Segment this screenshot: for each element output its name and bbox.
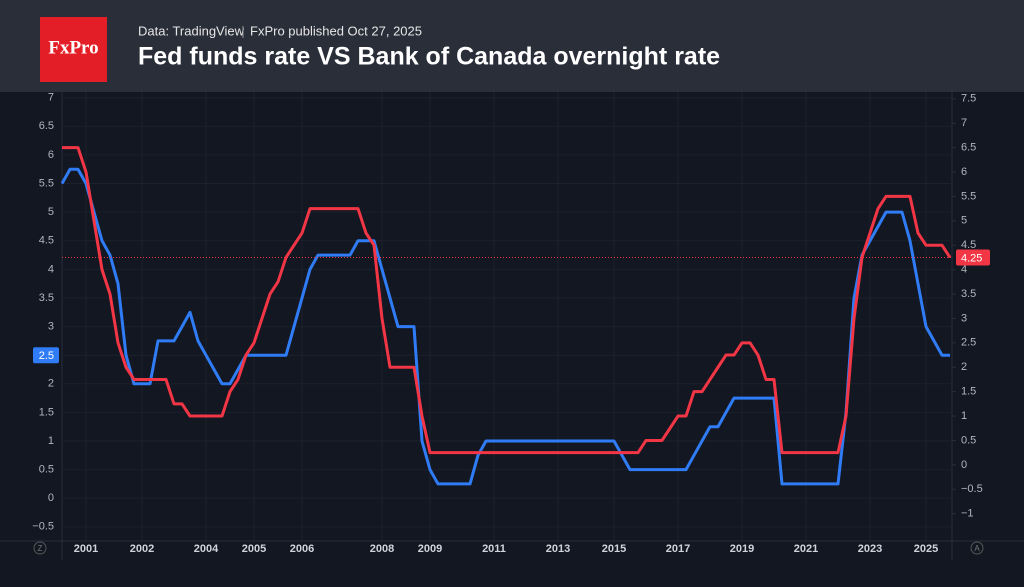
y-tick-label: 1	[48, 435, 54, 447]
x-tick-label: 2025	[914, 543, 938, 555]
control-button[interactable]	[33, 541, 47, 555]
y2-tick-label: 6	[961, 166, 967, 178]
y-tick-label: 4.5	[39, 235, 54, 247]
x-tick-label: 2013	[546, 543, 570, 555]
x-tick-label: 2021	[794, 543, 818, 555]
x-tick-label: 2004	[194, 543, 219, 555]
y-tick-label: 7	[48, 92, 54, 104]
x-tick-label: 2017	[666, 543, 690, 555]
y-tick-label: 5	[48, 206, 54, 218]
y2-tick-label: 4.5	[961, 239, 976, 251]
logo-box	[40, 17, 107, 82]
last-value-box	[33, 347, 59, 364]
last-value-box	[956, 249, 990, 266]
y2-tick-label: −1	[961, 508, 974, 520]
control-label[interactable]: Z	[38, 544, 43, 553]
y2-tick-label: 6.5	[961, 142, 976, 154]
y-tick-label: 3.5	[39, 292, 54, 304]
x-tick-label: 2002	[130, 543, 154, 555]
y2-tick-label: 2	[961, 361, 967, 373]
y-tick-label: 1.5	[39, 406, 54, 418]
x-tick-label: 2005	[242, 543, 266, 555]
last-value-label: 4.25	[961, 252, 982, 264]
subtitle: FxPro published Oct 27, 2025	[250, 23, 422, 38]
series-line	[60, 167, 950, 486]
y2-tick-label: 2.5	[961, 337, 976, 349]
y-tick-label: 3	[48, 320, 54, 332]
y2-tick-label: 5.5	[961, 190, 976, 202]
y2-tick-label: 4	[961, 264, 967, 276]
source: Data: TradingView	[138, 23, 245, 38]
chart-title: Fed funds rate VS Bank of Canada overnig…	[138, 43, 720, 71]
x-tick-label: 2023	[858, 543, 882, 555]
y-tick-label: 5.5	[39, 177, 54, 189]
y2-tick-label: 7	[961, 117, 967, 129]
control-label[interactable]: A	[974, 544, 980, 553]
last-value-label: 2.5	[39, 350, 54, 362]
x-tick-label: 2001	[74, 543, 98, 555]
y2-tick-label: 7.5	[961, 93, 976, 105]
y-tick-label: 6	[48, 149, 54, 161]
x-tick-label: 2011	[482, 543, 506, 555]
x-tick-label: 2008	[370, 543, 394, 555]
x-tick-label: 2006	[290, 543, 314, 555]
x-tick-label: 2019	[730, 543, 754, 555]
control-button[interactable]	[970, 541, 984, 555]
y-tick-label: 0	[48, 492, 54, 504]
x-tick-label: 2009	[418, 543, 442, 555]
y2-tick-label: 1.5	[961, 386, 976, 398]
logo: FxPro	[48, 37, 98, 58]
y2-tick-label: 5	[961, 215, 967, 227]
y-tick-label: 0.5	[39, 464, 54, 476]
x-tick-label: 2015	[602, 543, 626, 555]
series-line	[62, 146, 952, 455]
header	[0, 0, 1024, 92]
y2-tick-label: 0.5	[961, 434, 976, 446]
y2-tick-label: −0.5	[961, 483, 983, 495]
y-tick-label: 4	[48, 263, 54, 275]
y-tick-label: −0.5	[32, 521, 54, 533]
y2-tick-label: 3.5	[961, 288, 976, 300]
y2-tick-label: 0	[961, 459, 967, 471]
y-tick-label: 2	[48, 378, 54, 390]
y2-tick-label: 3	[961, 312, 967, 324]
y2-tick-label: 1	[961, 410, 967, 422]
y-tick-label: 6.5	[39, 120, 54, 132]
